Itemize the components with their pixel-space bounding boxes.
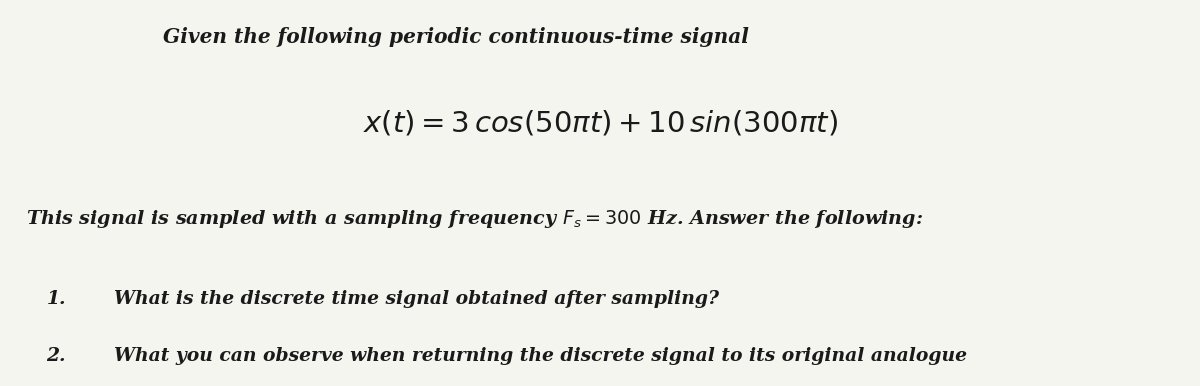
Text: 1.: 1.: [47, 290, 66, 308]
Text: $x(t) = 3\,\mathit{cos}(50\pi t) + 10\,\mathit{sin}(300\pi t)$: $x(t) = 3\,\mathit{cos}(50\pi t) + 10\,\…: [362, 108, 838, 137]
Text: This signal is sampled with a sampling frequency $F_s = 300$ Hz. Answer the foll: This signal is sampled with a sampling f…: [26, 208, 924, 230]
Text: 2.: 2.: [47, 347, 66, 366]
Text: What you can observe when returning the discrete signal to its original analogue: What you can observe when returning the …: [114, 347, 967, 366]
Text: What is the discrete time signal obtained after sampling?: What is the discrete time signal obtaine…: [114, 290, 719, 308]
Text: Given the following periodic continuous-time signal: Given the following periodic continuous-…: [163, 27, 749, 47]
